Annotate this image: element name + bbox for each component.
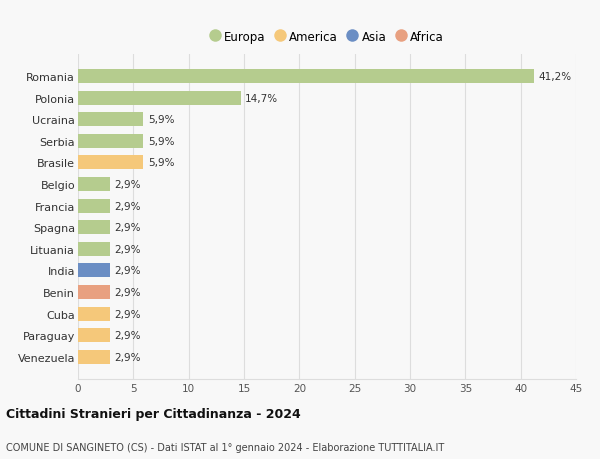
Text: 2,9%: 2,9% bbox=[115, 287, 141, 297]
Bar bbox=[78, 285, 110, 299]
Text: 5,9%: 5,9% bbox=[148, 136, 174, 146]
Bar bbox=[78, 221, 110, 235]
Bar bbox=[78, 264, 110, 278]
Bar bbox=[78, 91, 241, 106]
Bar bbox=[78, 328, 110, 342]
Text: 14,7%: 14,7% bbox=[245, 93, 278, 103]
Text: 2,9%: 2,9% bbox=[115, 223, 141, 233]
Text: 2,9%: 2,9% bbox=[115, 201, 141, 211]
Bar bbox=[78, 242, 110, 256]
Text: 5,9%: 5,9% bbox=[148, 158, 174, 168]
Text: 2,9%: 2,9% bbox=[115, 352, 141, 362]
Text: 2,9%: 2,9% bbox=[115, 330, 141, 341]
Text: 2,9%: 2,9% bbox=[115, 179, 141, 190]
Bar bbox=[78, 199, 110, 213]
Bar bbox=[78, 113, 143, 127]
Text: COMUNE DI SANGINETO (CS) - Dati ISTAT al 1° gennaio 2024 - Elaborazione TUTTITAL: COMUNE DI SANGINETO (CS) - Dati ISTAT al… bbox=[6, 442, 444, 452]
Bar bbox=[78, 178, 110, 191]
Bar bbox=[78, 70, 534, 84]
Text: 2,9%: 2,9% bbox=[115, 266, 141, 276]
Bar bbox=[78, 307, 110, 321]
Bar bbox=[78, 156, 143, 170]
Bar bbox=[78, 134, 143, 148]
Legend: Europa, America, Asia, Africa: Europa, America, Asia, Africa bbox=[208, 28, 446, 46]
Bar bbox=[78, 350, 110, 364]
Text: 41,2%: 41,2% bbox=[538, 72, 571, 82]
Text: 2,9%: 2,9% bbox=[115, 309, 141, 319]
Text: Cittadini Stranieri per Cittadinanza - 2024: Cittadini Stranieri per Cittadinanza - 2… bbox=[6, 407, 301, 420]
Text: 2,9%: 2,9% bbox=[115, 244, 141, 254]
Text: 5,9%: 5,9% bbox=[148, 115, 174, 125]
